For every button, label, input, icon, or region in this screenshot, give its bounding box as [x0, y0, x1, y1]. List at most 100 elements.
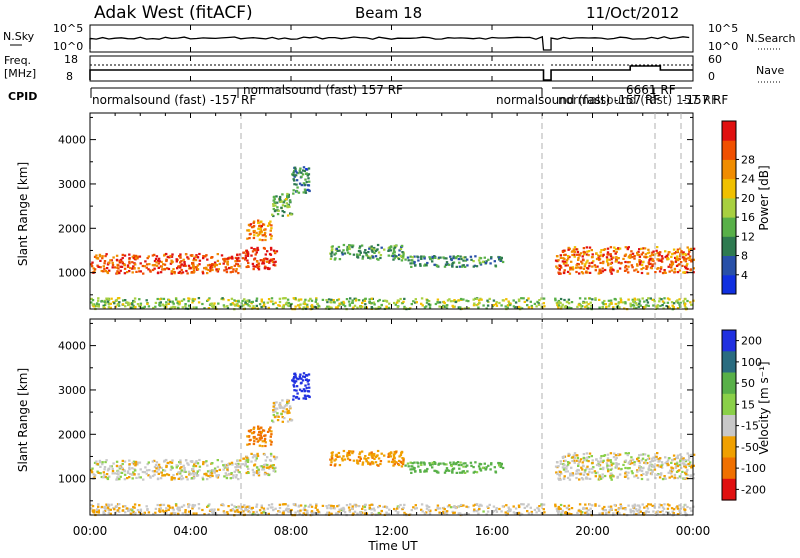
velocity-cell [679, 459, 682, 462]
velocity-cell [102, 510, 105, 513]
velocity-cell [387, 455, 390, 458]
velocity-cell [603, 505, 606, 509]
power-cell [216, 259, 220, 262]
velocity-cell [388, 508, 391, 511]
power-cell [627, 298, 630, 301]
power-cell [116, 272, 119, 275]
power-cell [234, 260, 237, 263]
power-cell [353, 304, 357, 307]
power-cell [155, 255, 159, 258]
power-cell [292, 189, 295, 192]
power-cell [688, 250, 691, 253]
velocity-cell [673, 476, 676, 479]
power-cell [281, 305, 285, 308]
power-cell [294, 168, 297, 171]
velocity-cell [393, 457, 396, 460]
velocity-cell [420, 463, 423, 466]
velocity-cell [449, 461, 452, 464]
velocity-cell [482, 510, 485, 513]
power-cell [642, 260, 645, 263]
velocity-cell [490, 463, 493, 466]
velocity-cell [388, 453, 392, 456]
power-cell [666, 301, 670, 304]
power-cell [438, 305, 441, 308]
power-cell [286, 298, 290, 301]
power-cell [97, 305, 100, 308]
velocity-cell [619, 507, 622, 510]
velocity-cell [148, 469, 151, 472]
velocity-cell [112, 506, 115, 510]
velocity-cell [473, 508, 476, 511]
power-cell [132, 254, 136, 257]
power-cell [139, 307, 143, 310]
velocity-cell [572, 454, 575, 457]
velocity-cell [132, 513, 136, 516]
power-cell [368, 300, 372, 304]
velocity-cell [172, 508, 175, 511]
power-cell [187, 300, 190, 303]
power-cell [650, 267, 653, 270]
power-cell [565, 261, 568, 264]
velocity-colorbar-swatch [722, 415, 736, 437]
power-cell [481, 260, 485, 263]
power-cell [451, 263, 454, 266]
power-cell [676, 301, 680, 304]
power-cell [184, 305, 187, 308]
velocity-cell [125, 507, 129, 510]
velocity-cell [557, 512, 560, 515]
power-cell [472, 304, 476, 307]
power-cell [294, 298, 297, 301]
velocity-cell [208, 469, 212, 472]
power-cell [436, 298, 440, 301]
velocity-cell [581, 507, 585, 510]
velocity-cell [131, 508, 134, 511]
velocity-cell [230, 461, 234, 464]
power-cell [431, 257, 434, 260]
power-cell [226, 262, 229, 265]
velocity-cell [656, 464, 659, 467]
velocity-cell [189, 460, 193, 463]
power-cell [641, 251, 645, 254]
power-cell [416, 255, 419, 258]
power-cell [410, 303, 413, 306]
velocity-cell [679, 458, 682, 461]
velocity-cell [213, 467, 217, 470]
power-cell [138, 305, 141, 308]
velocity-cell [633, 513, 636, 516]
power-cell [123, 267, 127, 270]
power-cell [639, 261, 642, 264]
velocity-cell [119, 475, 122, 478]
power-cell [260, 220, 263, 223]
velocity-cell [194, 461, 197, 464]
power-cell [357, 299, 361, 302]
power-cell [663, 270, 666, 274]
velocity-cell [136, 509, 140, 512]
power-cell [209, 268, 213, 271]
power-cell [629, 302, 632, 305]
velocity-cell [195, 460, 198, 463]
power-cell [116, 270, 119, 273]
velocity-cell [184, 509, 187, 512]
power-cell [268, 259, 272, 262]
velocity-cell [573, 459, 576, 462]
power-cell [342, 300, 345, 303]
power-cell [429, 258, 432, 261]
velocity-cell [294, 511, 297, 514]
velocity-cell [651, 504, 654, 507]
velocity-cell [155, 461, 159, 464]
power-cell [210, 302, 214, 305]
velocity-cell [302, 375, 305, 378]
power-cell [252, 231, 256, 234]
power-cell [304, 191, 308, 194]
power-cell [297, 191, 301, 194]
power-cell [188, 267, 191, 270]
power-cell [120, 265, 124, 268]
power-cell [588, 262, 591, 265]
velocity-cell [293, 385, 296, 388]
velocity-cell [686, 468, 689, 472]
power-cell [269, 229, 272, 232]
power-cell [308, 180, 311, 183]
velocity-cell [652, 456, 655, 459]
power-cell [208, 297, 211, 300]
x-tick-label: 12:00 [374, 524, 409, 538]
